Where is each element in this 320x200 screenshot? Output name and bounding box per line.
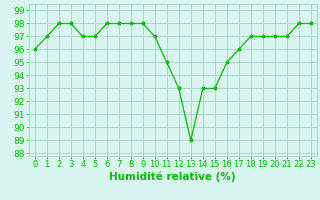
X-axis label: Humidité relative (%): Humidité relative (%) (109, 172, 236, 182)
